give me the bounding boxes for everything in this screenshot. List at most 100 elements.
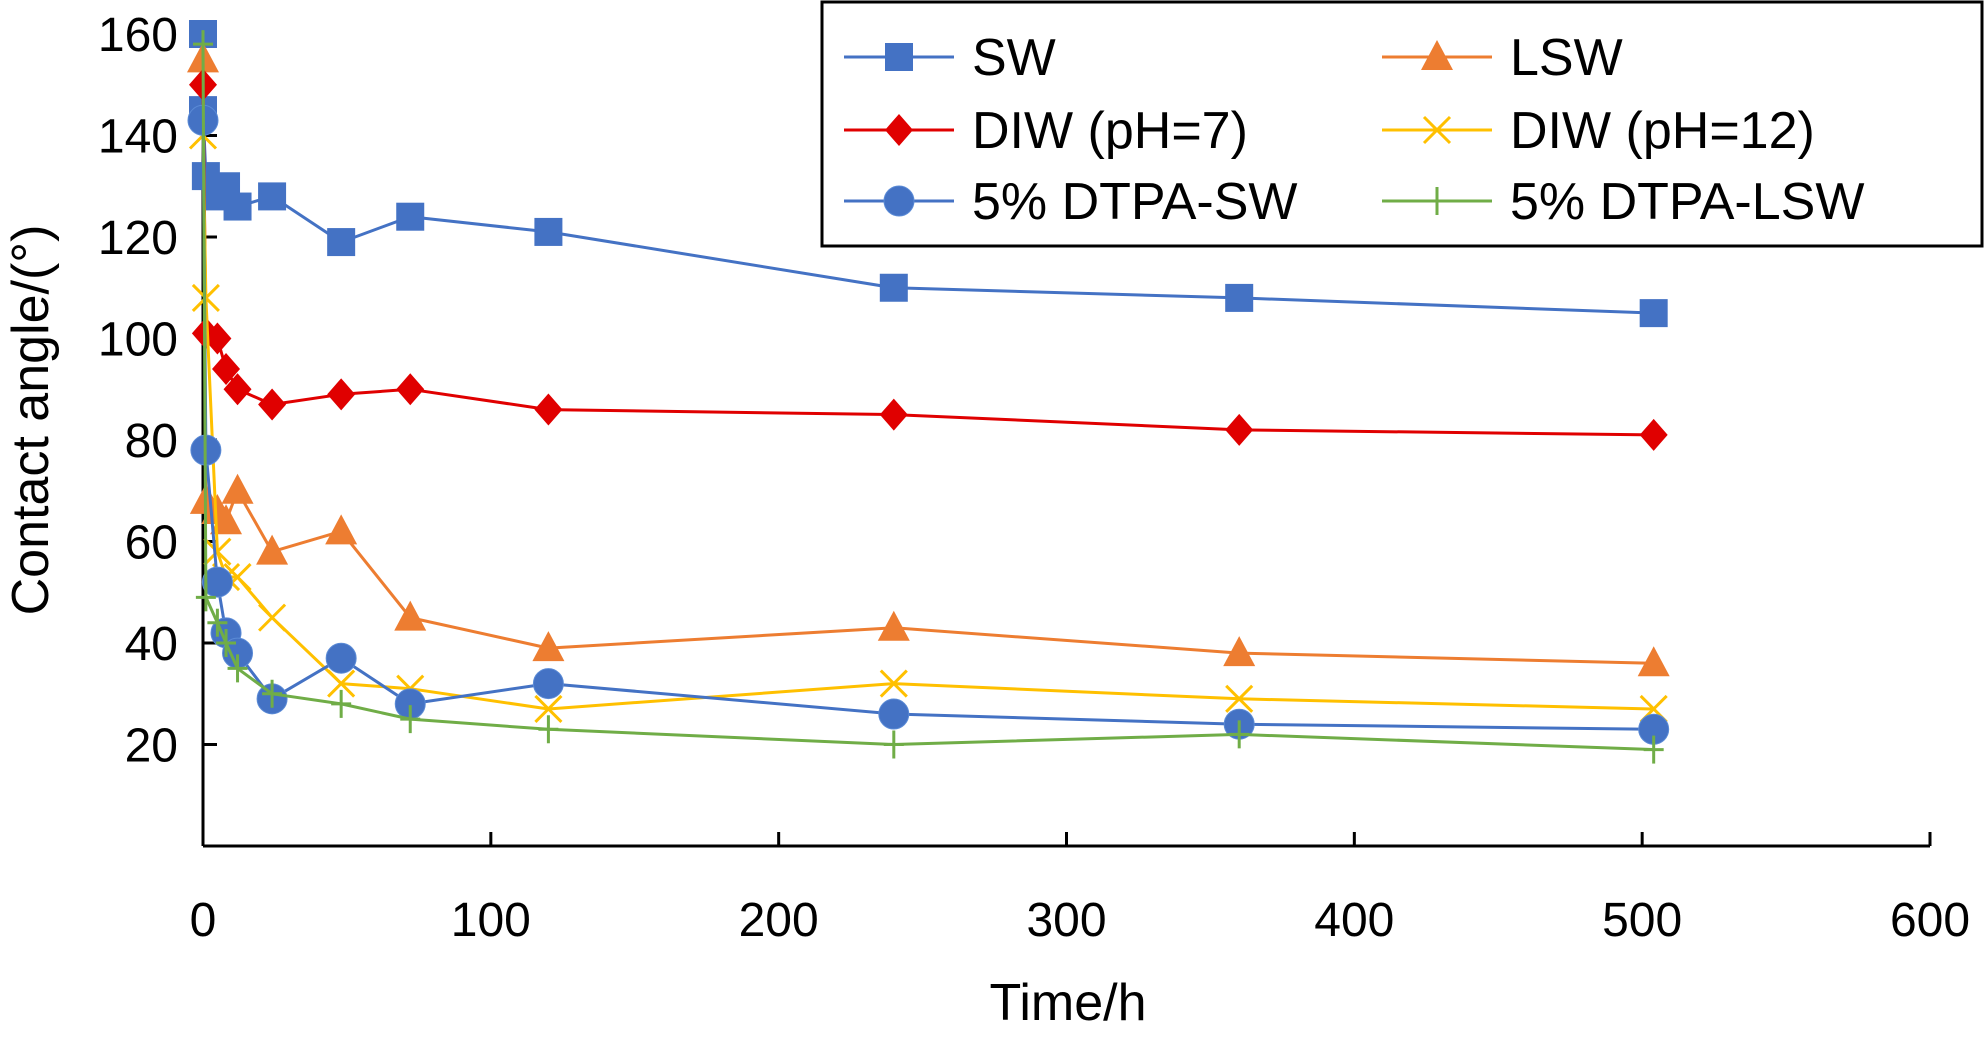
data-point [1225, 684, 1254, 713]
legend-item: 5% DTPA-LSW [1382, 173, 1864, 231]
series-line [201, 44, 1654, 752]
series-2 [189, 68, 1668, 451]
y-tick-label: 80 [125, 415, 178, 468]
data-point [1225, 413, 1254, 446]
legend-item: LSW [1382, 29, 1623, 87]
x-marker-stroke [879, 669, 908, 698]
legend-marker [885, 43, 913, 71]
x-marker-stroke [258, 603, 287, 632]
data-point [223, 192, 252, 221]
axes: 0 100 200 300 400 500 600 20 40 60 80 100 120 140 160 [98, 9, 1970, 947]
series-line [201, 120, 1654, 731]
data-point [201, 566, 233, 598]
legend-marker [1421, 40, 1453, 70]
data-point [327, 669, 356, 698]
series-0 [189, 20, 1668, 328]
data-point [327, 378, 356, 411]
data-point [878, 698, 910, 730]
data-point [203, 537, 232, 566]
legend-item: DIW (pH=7) [844, 102, 1248, 160]
data-point [256, 534, 289, 565]
y-tick-label: 60 [125, 517, 178, 570]
x-marker-stroke [1225, 684, 1254, 713]
series-4 [187, 104, 1670, 745]
data-point [210, 504, 243, 535]
series-layer [187, 20, 1670, 764]
data-point [400, 705, 421, 734]
data-point [1639, 299, 1668, 328]
legend-label: SW [972, 29, 1056, 87]
x-tick-label: 600 [1890, 894, 1970, 947]
legend-label: LSW [1510, 29, 1623, 87]
data-point [1637, 646, 1670, 677]
legend-box [820, 0, 1984, 248]
data-point [1229, 720, 1250, 749]
series-5 [193, 30, 1664, 764]
data-point [1643, 735, 1664, 764]
legend-item: SW [844, 29, 1056, 87]
data-point [396, 373, 425, 406]
x-marker-stroke [1422, 115, 1452, 145]
data-point [258, 388, 287, 421]
data-point [1639, 418, 1668, 451]
data-point [532, 668, 564, 700]
data-point [538, 715, 559, 744]
legend-marker [1427, 187, 1447, 215]
legend-marker [883, 185, 915, 217]
data-point [879, 273, 908, 302]
data-point [331, 689, 352, 718]
x-marker-stroke [327, 669, 356, 698]
data-point [532, 631, 565, 662]
data-point [195, 583, 216, 612]
data-point [207, 608, 228, 637]
data-point [1225, 283, 1254, 312]
data-point [212, 352, 241, 385]
y-tick-label: 100 [98, 314, 178, 367]
data-point [396, 202, 425, 231]
data-point [534, 217, 563, 246]
series-line [201, 135, 1654, 711]
legend-item: DIW (pH=12) [1382, 102, 1815, 160]
x-marker-stroke [534, 694, 563, 724]
data-point [258, 182, 287, 211]
data-point [203, 322, 232, 355]
legend-label: DIW (pH=7) [972, 102, 1248, 160]
legend-marker [885, 114, 913, 146]
legend-label: 5% DTPA-SW [972, 173, 1298, 231]
x-axis-title: Time/h [990, 974, 1147, 1032]
x-tick-label: 200 [739, 894, 819, 947]
legend: SW LSW DIW (pH=7) DIW (pH=12) 5% DTPA-SW 5% D… [820, 0, 1984, 248]
legend-label: 5% DTPA-LSW [1510, 173, 1864, 231]
legend-item: 5% DTPA-SW [844, 173, 1298, 231]
y-tick-label: 160 [98, 9, 178, 62]
data-point [534, 393, 563, 426]
data-point [193, 30, 213, 59]
data-point [262, 679, 283, 708]
data-point [879, 669, 908, 698]
data-point [394, 600, 427, 631]
data-point [534, 694, 563, 724]
data-point [883, 730, 904, 759]
data-point [223, 373, 252, 406]
x-tick-label: 0 [190, 894, 217, 947]
data-point [1223, 636, 1256, 667]
x-tick-label: 300 [1026, 894, 1106, 947]
x-marker-stroke [203, 537, 232, 566]
legend-label: DIW (pH=12) [1510, 102, 1815, 160]
y-tick-label: 120 [98, 212, 178, 265]
data-point [879, 398, 908, 431]
data-point [877, 610, 910, 641]
data-point [216, 629, 237, 657]
data-point [221, 473, 254, 504]
y-tick-label: 140 [98, 111, 178, 164]
y-axis-title: Contact angle/(°) [2, 225, 60, 616]
x-tick-label: 400 [1314, 894, 1394, 947]
data-point [325, 642, 357, 674]
x-tick-label: 500 [1602, 894, 1682, 947]
y-tick-label: 20 [125, 720, 178, 773]
x-tick-label: 100 [451, 894, 531, 947]
data-point [327, 228, 356, 257]
legend-marker [1422, 115, 1452, 145]
y-tick-label: 40 [125, 618, 178, 671]
